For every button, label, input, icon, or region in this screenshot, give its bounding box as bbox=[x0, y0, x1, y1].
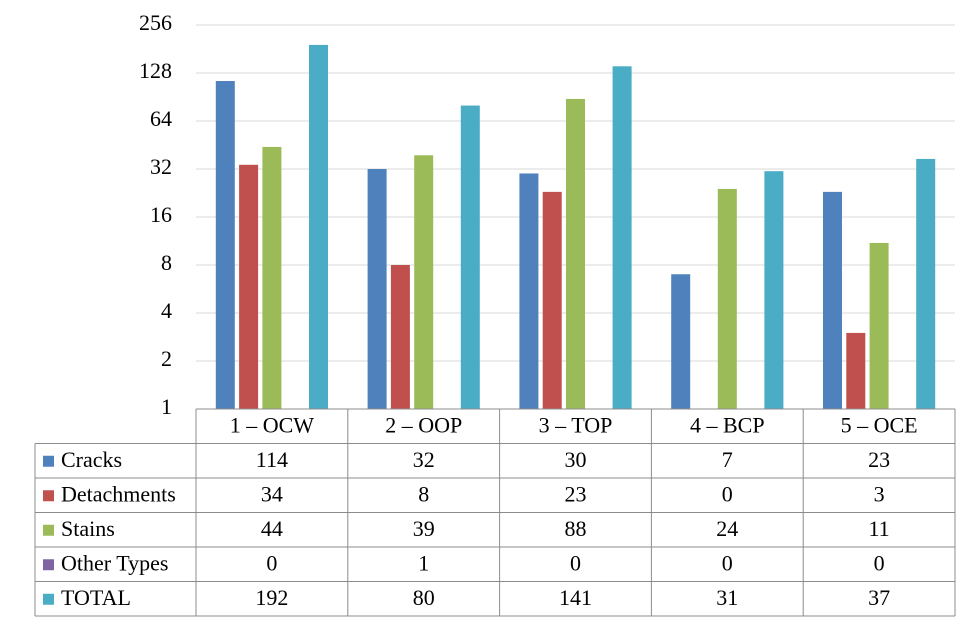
table-cell-stains-2: 39 bbox=[413, 516, 435, 541]
legend-swatch-other-types bbox=[43, 559, 54, 571]
table-cell-stains-4: 24 bbox=[716, 516, 738, 541]
table-cell-stains-3: 88 bbox=[565, 516, 587, 541]
bar-cracks-4 bbox=[671, 274, 691, 409]
table-cell-total-4: 31 bbox=[716, 585, 738, 610]
bars bbox=[215, 44, 936, 410]
table-cell-total-3: 141 bbox=[559, 585, 592, 610]
legend-swatch-stains bbox=[43, 524, 54, 536]
table-cell-other-types-2: 1 bbox=[418, 550, 429, 575]
y-axis-ticks: 1 2 4 8 16 32 64 128 256 bbox=[139, 10, 172, 419]
bar-stains-1 bbox=[262, 146, 282, 410]
table-cell-other-types-5: 0 bbox=[874, 550, 885, 575]
bar-detachments-1 bbox=[239, 164, 259, 409]
bar-cracks-2 bbox=[367, 169, 387, 409]
table-cell-detachments-4: 0 bbox=[722, 481, 733, 506]
y-tick-label: 1 bbox=[161, 394, 172, 419]
bar-stains-2 bbox=[414, 155, 434, 409]
table-cell-other-types-1: 0 bbox=[266, 550, 277, 575]
bar-total-2 bbox=[460, 105, 480, 409]
table-cell-total-1: 192 bbox=[255, 585, 288, 610]
bar-total-4 bbox=[764, 171, 784, 409]
y-tick-label: 8 bbox=[161, 250, 172, 275]
legend-swatch-detachments bbox=[43, 490, 54, 502]
category-label: 2 – OOP bbox=[385, 412, 462, 437]
table-cell-other-types-4: 0 bbox=[722, 550, 733, 575]
category-label: 3 – TOP bbox=[539, 412, 613, 437]
y-tick-label: 256 bbox=[139, 10, 172, 35]
y-tick-label: 64 bbox=[150, 106, 172, 131]
table-cell-stains-5: 11 bbox=[869, 516, 890, 541]
bar-total-5 bbox=[916, 158, 936, 409]
series-label-stains: Stains bbox=[61, 516, 115, 541]
y-tick-label: 32 bbox=[150, 154, 172, 179]
bar-detachments-5 bbox=[846, 332, 866, 409]
bar-cracks-3 bbox=[519, 173, 539, 409]
table-cell-total-2: 80 bbox=[413, 585, 435, 610]
data-table: 1 – OCW 2 – OOP 3 – TOP 4 – BCP 5 – OCE Crack… bbox=[34, 408, 956, 617]
table-cell-stains-1: 44 bbox=[261, 516, 283, 541]
table-cell-total-5: 37 bbox=[868, 585, 890, 610]
bar-stains-5 bbox=[869, 242, 889, 409]
y-tick-label: 128 bbox=[139, 58, 172, 83]
bar-cracks-5 bbox=[823, 191, 842, 409]
table-cell-cracks-3: 30 bbox=[565, 447, 587, 472]
legend-swatch-cracks bbox=[43, 455, 54, 467]
bar-total-1 bbox=[309, 44, 328, 409]
table-cell-cracks-5: 23 bbox=[868, 447, 890, 472]
bar-stains-3 bbox=[566, 98, 585, 410]
series-label-detachments: Detachments bbox=[61, 481, 176, 506]
bar-detachments-2 bbox=[390, 265, 410, 409]
table-cell-detachments-5: 3 bbox=[874, 481, 885, 506]
y-tick-label: 4 bbox=[161, 298, 172, 323]
bar-total-3 bbox=[612, 66, 632, 409]
table-cell-cracks-4: 7 bbox=[722, 447, 733, 472]
series-label-cracks: Cracks bbox=[61, 447, 122, 472]
bar-stains-4 bbox=[717, 188, 737, 409]
table-cell-detachments-2: 8 bbox=[418, 481, 429, 506]
bar-detachments-3 bbox=[542, 191, 562, 409]
category-label: 1 – OCW bbox=[230, 412, 315, 437]
table-cell-detachments-3: 23 bbox=[565, 481, 587, 506]
table-cell-cracks-2: 32 bbox=[413, 447, 435, 472]
category-label: 4 – BCP bbox=[690, 412, 765, 437]
series-label-other-types: Other Types bbox=[61, 550, 168, 575]
table-cell-cracks-1: 114 bbox=[256, 447, 288, 472]
y-tick-label: 2 bbox=[161, 346, 172, 371]
table-cell-detachments-1: 34 bbox=[261, 481, 283, 506]
bar-cracks-1 bbox=[215, 81, 235, 410]
table-cell-other-types-3: 0 bbox=[570, 550, 581, 575]
series-label-total: TOTAL bbox=[61, 585, 131, 610]
legend-swatch-total bbox=[43, 593, 54, 605]
category-label: 5 – OCE bbox=[841, 412, 918, 437]
y-tick-label: 16 bbox=[150, 202, 172, 227]
